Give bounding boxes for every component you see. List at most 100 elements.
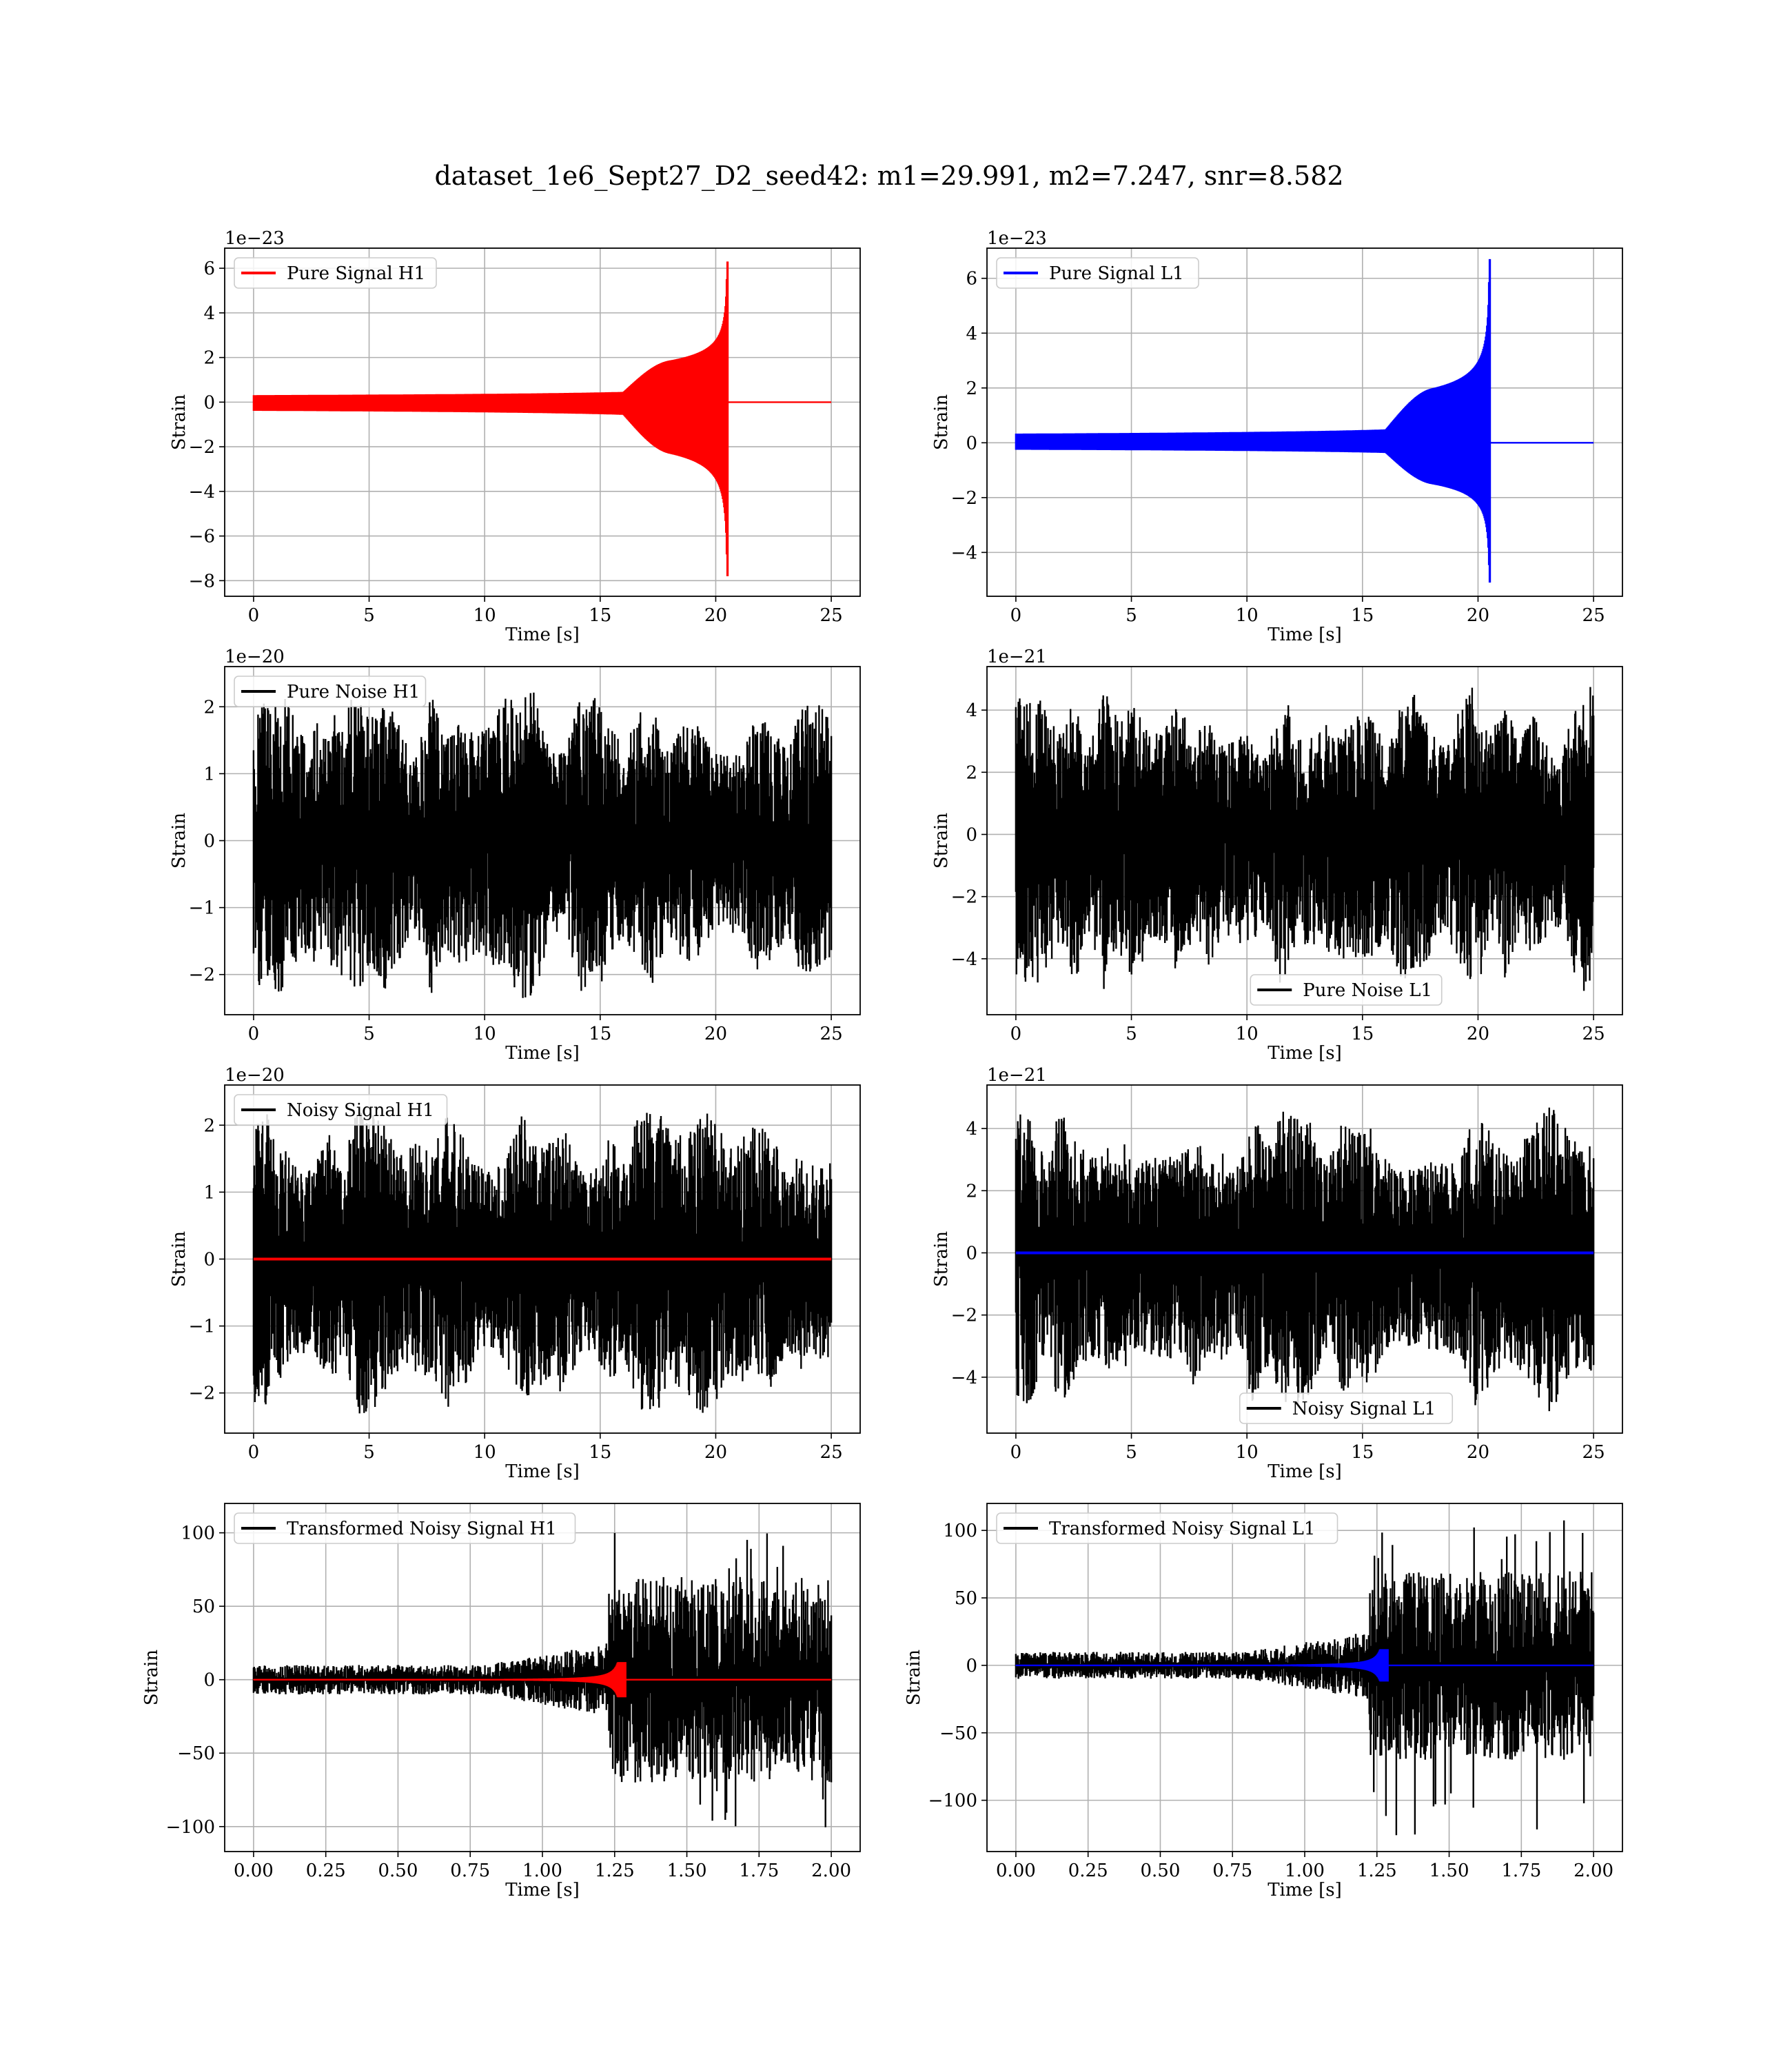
x-axis-label: Time [s] — [505, 1880, 580, 1900]
y-tick-label: 0 — [203, 1250, 215, 1270]
plot-area — [252, 1113, 833, 1414]
y-tick-label: 2 — [203, 1115, 215, 1136]
offset-text: 1e−21 — [987, 1065, 1047, 1086]
offset-text: 1e−23 — [987, 228, 1047, 249]
x-tick-label: 25 — [820, 605, 843, 626]
axes-frame — [986, 666, 1623, 1015]
y-tick-label: 0 — [966, 1243, 977, 1264]
legend-label: Pure Noise H1 — [287, 682, 420, 702]
plot-area — [1015, 1107, 1595, 1412]
subplot-p4: 0 5 10 15 20 25 −4 −2 0 2 4 Time [s] Strain 1e−21 Pure… — [931, 647, 1623, 1064]
legend-label: Noisy Signal H1 — [287, 1100, 434, 1121]
x-axis-label: Time [s] — [1267, 625, 1342, 645]
y-tick-label: −2 — [189, 965, 215, 986]
x-tick-label: 25 — [820, 1024, 843, 1044]
figure-title: dataset_1e6_Sept27_D2_seed42: m1=29.991,… — [434, 161, 1343, 192]
x-axis-label: Time [s] — [1267, 1461, 1342, 1482]
legend-box — [234, 1512, 576, 1544]
legend: Pure Noise L1 — [1250, 974, 1443, 1006]
y-tick-label: −2 — [189, 437, 215, 458]
offset-text: 1e−20 — [225, 647, 285, 667]
x-tick-label: 2.00 — [1574, 1861, 1613, 1881]
y-tick-label: 0 — [203, 831, 215, 852]
offset-text: 1e−23 — [225, 228, 285, 249]
subplot-p7: 0.00 0.25 0.50 0.75 1.00 1.25 1.50 1.75 2.00 −100… — [141, 1503, 861, 1900]
x-tick-label: 15 — [1351, 605, 1374, 626]
series-p1-0 — [252, 261, 832, 576]
x-axis-label: Time [s] — [505, 1043, 580, 1064]
y-tick-label: −2 — [951, 1306, 977, 1326]
y-tick-label: 0 — [203, 1670, 215, 1691]
series-p5-0 — [252, 1113, 833, 1414]
x-tick-label: 0.25 — [306, 1861, 346, 1881]
x-tick-label: 20 — [704, 1024, 727, 1044]
x-tick-label: 0 — [248, 605, 260, 626]
legend-label: Transformed Noisy Signal H1 — [287, 1519, 557, 1539]
y-tick-label: 1 — [203, 1182, 215, 1203]
legend-box — [996, 257, 1199, 289]
y-tick-label: −4 — [189, 482, 215, 503]
y-axis-label: Strain — [169, 813, 190, 869]
x-tick-label: 1.50 — [667, 1861, 707, 1881]
legend: Transformed Noisy Signal L1 — [996, 1512, 1338, 1544]
grid — [987, 248, 1622, 596]
legend-box — [234, 1094, 448, 1126]
y-tick-label: −1 — [189, 898, 215, 919]
x-tick-label: 20 — [704, 1442, 727, 1463]
subplot-p6: 0 5 10 15 20 25 −4 −2 0 2 4 Time [s] Strain 1e−21 Nois… — [931, 1065, 1623, 1482]
x-axis-label: Time [s] — [1267, 1880, 1342, 1900]
x-tick-label: 0 — [1010, 605, 1022, 626]
x-tick-label: 1.50 — [1429, 1861, 1469, 1881]
y-tick-label: 0 — [966, 824, 977, 845]
x-tick-label: 0 — [1010, 1442, 1022, 1463]
x-tick-label: 25 — [820, 1442, 843, 1463]
legend: Pure Signal L1 — [996, 257, 1199, 289]
y-tick-label: 2 — [966, 1181, 977, 1202]
legend: Noisy Signal H1 — [234, 1094, 448, 1126]
legend-box — [234, 257, 437, 289]
series-p6-0 — [1015, 1107, 1595, 1412]
y-tick-label: 100 — [181, 1523, 215, 1544]
y-tick-label: 0 — [966, 1656, 977, 1676]
x-tick-label: 10 — [1236, 1024, 1259, 1044]
x-tick-label: 10 — [1236, 1442, 1259, 1463]
x-tick-label: 0.25 — [1068, 1861, 1108, 1881]
x-tick-label: 15 — [589, 1442, 611, 1463]
y-tick-label: 6 — [966, 269, 977, 290]
y-tick-label: −100 — [928, 1791, 977, 1812]
offset-text: 1e−20 — [225, 1065, 285, 1086]
y-tick-label: 2 — [966, 378, 977, 399]
y-axis-label: Strain — [904, 1650, 924, 1706]
y-tick-label: −4 — [951, 1368, 977, 1388]
x-tick-label: 25 — [1582, 1442, 1605, 1463]
y-tick-label: 2 — [966, 762, 977, 783]
y-tick-label: 100 — [943, 1521, 977, 1541]
x-tick-label: 0.00 — [996, 1861, 1036, 1881]
legend-label: Noisy Signal L1 — [1292, 1399, 1436, 1419]
x-tick-label: 25 — [1582, 605, 1605, 626]
grid — [225, 248, 860, 596]
y-tick-label: −6 — [189, 527, 215, 547]
y-tick-label: −2 — [951, 887, 977, 908]
subplot-p8: 0.00 0.25 0.50 0.75 1.00 1.25 1.50 1.75 2.00 −100… — [904, 1503, 1623, 1900]
x-tick-label: 5 — [1126, 1442, 1137, 1463]
y-tick-label: −2 — [951, 488, 977, 509]
y-tick-label: 50 — [955, 1588, 977, 1609]
x-tick-label: 0.75 — [1212, 1861, 1252, 1881]
x-tick-label: 0 — [248, 1024, 260, 1044]
x-tick-label: 10 — [474, 1024, 496, 1044]
series-p4-0 — [1015, 687, 1595, 991]
legend: Pure Noise H1 — [234, 676, 427, 707]
legend-box — [996, 1512, 1338, 1544]
x-tick-label: 1.75 — [739, 1861, 779, 1881]
subplot-p1: 0 5 10 15 20 25 −8 −6 −4 −2 0 2 4 6 Time [s] Strain 1e−2… — [169, 228, 861, 645]
x-tick-label: 15 — [589, 605, 611, 626]
x-tick-label: 1.00 — [1285, 1861, 1325, 1881]
plot-area — [252, 1532, 833, 1827]
legend: Pure Signal H1 — [234, 257, 437, 289]
plot-area — [1015, 1520, 1595, 1836]
x-tick-label: 1.25 — [1357, 1861, 1397, 1881]
x-tick-label: 0.50 — [378, 1861, 418, 1881]
y-axis-label: Strain — [931, 394, 952, 451]
